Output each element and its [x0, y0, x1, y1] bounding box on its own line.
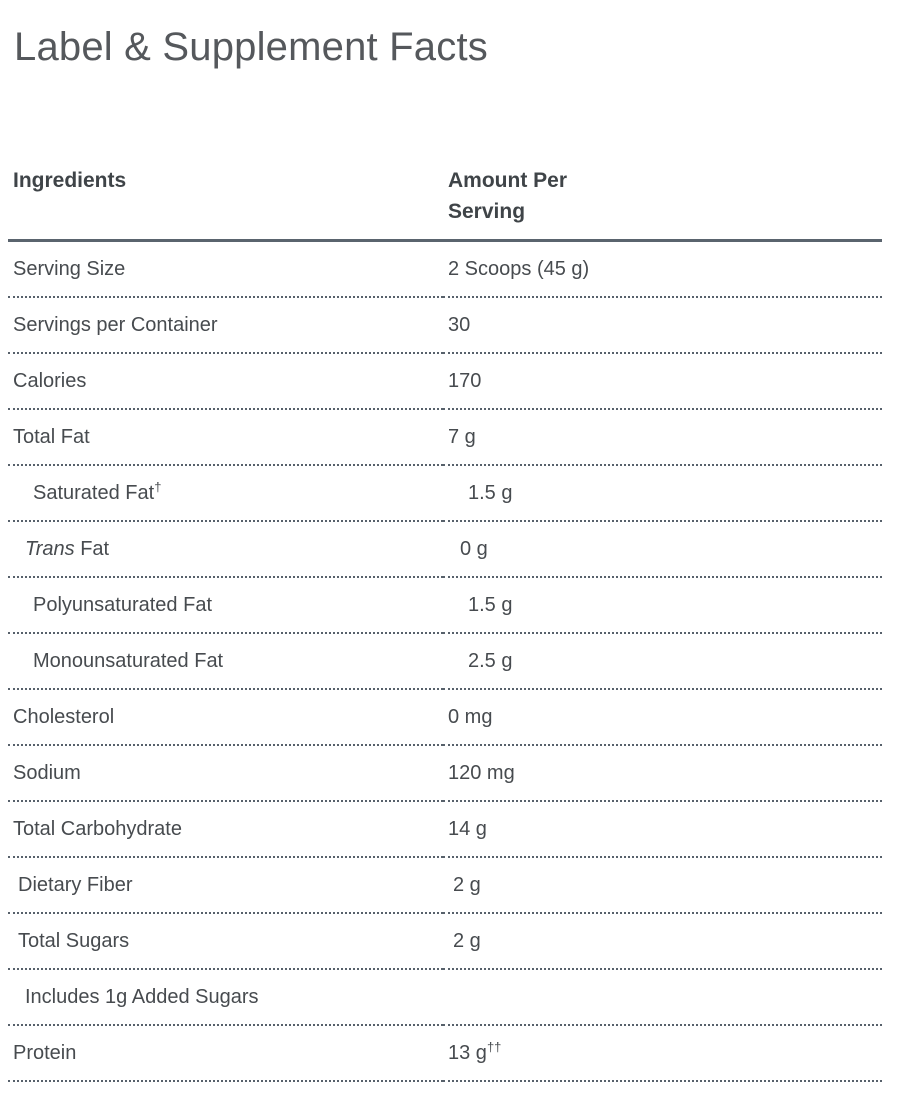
amount-value: 2 g	[443, 913, 882, 970]
ingredient-name: Total Carbohydrate	[8, 801, 443, 858]
amount-value-text: 2 Scoops (45 g)	[448, 258, 590, 280]
ingredient-name: Servings per Container	[8, 297, 443, 354]
amount-value: 2 g	[443, 857, 882, 914]
table-row: Includes 1g Added Sugars	[8, 969, 882, 1026]
ingredient-name-label: Total Carbohydrate	[13, 818, 182, 840]
ingredient-name-italic: Trans	[25, 538, 75, 560]
ingredient-name-label: Sodium	[13, 762, 81, 784]
ingredient-name-label: Saturated Fat	[33, 482, 155, 504]
table-row: Monounsaturated Fat 2.5 g	[8, 633, 882, 690]
amount-value: 0 mg	[443, 689, 882, 746]
amount-value-text: 1.5 g	[468, 482, 513, 504]
ingredient-name: Dietary Fiber	[8, 857, 443, 914]
dagger-superscript: ††	[486, 1039, 502, 1055]
amount-value-text: 0 g	[460, 538, 488, 560]
ingredient-name: Includes 1g Added Sugars	[8, 969, 443, 1026]
ingredient-name-label: Dietary Fiber	[18, 874, 133, 896]
amount-value-text: 0 mg	[448, 706, 493, 728]
ingredient-name: Monounsaturated Fat	[8, 633, 443, 690]
amount-value: 2.5 g	[443, 633, 882, 690]
amount-value-text: 1.5 g	[468, 594, 513, 616]
amount-value-text: 2 g	[453, 930, 481, 952]
ingredient-name-label: Monounsaturated Fat	[33, 650, 224, 672]
amount-value-text: 7 g	[448, 426, 476, 448]
amount-value-text: 2 g	[453, 874, 481, 896]
ingredient-name: Calories	[8, 353, 443, 410]
table-row: Saturated Fat† 1.5 g	[8, 465, 882, 522]
amount-value-text: 13 g	[448, 1042, 487, 1064]
amount-value: 170	[443, 353, 882, 410]
ingredient-name-label: Serving Size	[13, 258, 126, 280]
ingredient-name	[8, 1081, 443, 1110]
table-header-row: Ingredients Amount Per Serving	[8, 165, 882, 242]
ingredient-name: Protein	[8, 1025, 443, 1082]
ingredient-name-label: Protein	[13, 1042, 77, 1064]
amount-value: 120 mg	[443, 745, 882, 802]
ingredient-name-label: Total Sugars	[18, 930, 130, 952]
table-row: Total Fat 7 g	[8, 409, 882, 466]
table-row: Cholesterol 0 mg	[8, 689, 882, 746]
column-header-amount-label: Amount Per Serving	[448, 169, 568, 223]
amount-value-text: 30	[448, 314, 471, 336]
table-row: Total Sugars 2 g	[8, 913, 882, 970]
ingredient-name-label: Total Fat	[13, 426, 90, 448]
ingredient-name: Total Sugars	[8, 913, 443, 970]
amount-value-text: 170	[448, 370, 482, 392]
ingredient-name-label: Includes 1g Added Sugars	[25, 986, 259, 1008]
page-title: Label & Supplement Facts	[14, 25, 488, 69]
ingredient-name-label	[13, 1098, 19, 1110]
amount-value: 13 g††	[443, 1025, 882, 1082]
table-row: Polyunsaturated Fat 1.5 g	[8, 577, 882, 634]
ingredient-name: Trans Fat	[8, 521, 443, 578]
amount-value: 1.5 g	[443, 577, 882, 634]
amount-value-text: 14 g	[448, 818, 487, 840]
table-row: Trans Fat 0 g	[8, 521, 882, 578]
table-row: Total Carbohydrate 14 g	[8, 801, 882, 858]
table-row: Serving Size 2 Scoops (45 g)	[8, 240, 882, 298]
dagger-superscript: †	[154, 479, 162, 495]
amount-value: 1.5 g	[443, 465, 882, 522]
ingredient-name: Polyunsaturated Fat	[8, 577, 443, 634]
ingredient-name: Saturated Fat†	[8, 465, 443, 522]
ingredient-name-label: Calories	[13, 370, 87, 392]
ingredient-name-label: Servings per Container	[13, 314, 218, 336]
table-row	[8, 1081, 882, 1110]
ingredient-name-label: Cholesterol	[13, 706, 115, 728]
amount-value: 7 g	[443, 409, 882, 466]
table-body: Serving Size 2 Scoops (45 g) Servings pe…	[8, 240, 882, 1110]
amount-value-text: 120 mg	[448, 762, 515, 784]
table-row: Dietary Fiber 2 g	[8, 857, 882, 914]
column-header-amount-per-serving: Amount Per Serving	[443, 165, 882, 242]
ingredient-name-label: Fat	[74, 538, 110, 560]
amount-value-text: 2.5 g	[468, 650, 513, 672]
table-row: Servings per Container 30	[8, 297, 882, 354]
amount-value	[443, 1081, 882, 1110]
table-row: Protein 13 g††	[8, 1025, 882, 1082]
amount-value	[443, 969, 882, 1026]
ingredient-name: Cholesterol	[8, 689, 443, 746]
amount-value: 2 Scoops (45 g)	[443, 240, 882, 298]
ingredient-name: Sodium	[8, 745, 443, 802]
supplement-facts-table: Ingredients Amount Per Serving Serving S…	[8, 165, 882, 1110]
ingredient-name: Serving Size	[8, 240, 443, 298]
table-row: Calories 170	[8, 353, 882, 410]
amount-value: 30	[443, 297, 882, 354]
amount-value: 0 g	[443, 521, 882, 578]
ingredient-name-label: Polyunsaturated Fat	[33, 594, 212, 616]
ingredient-name: Total Fat	[8, 409, 443, 466]
table-row: Sodium 120 mg	[8, 745, 882, 802]
amount-value: 14 g	[443, 801, 882, 858]
column-header-ingredients: Ingredients	[8, 165, 443, 242]
